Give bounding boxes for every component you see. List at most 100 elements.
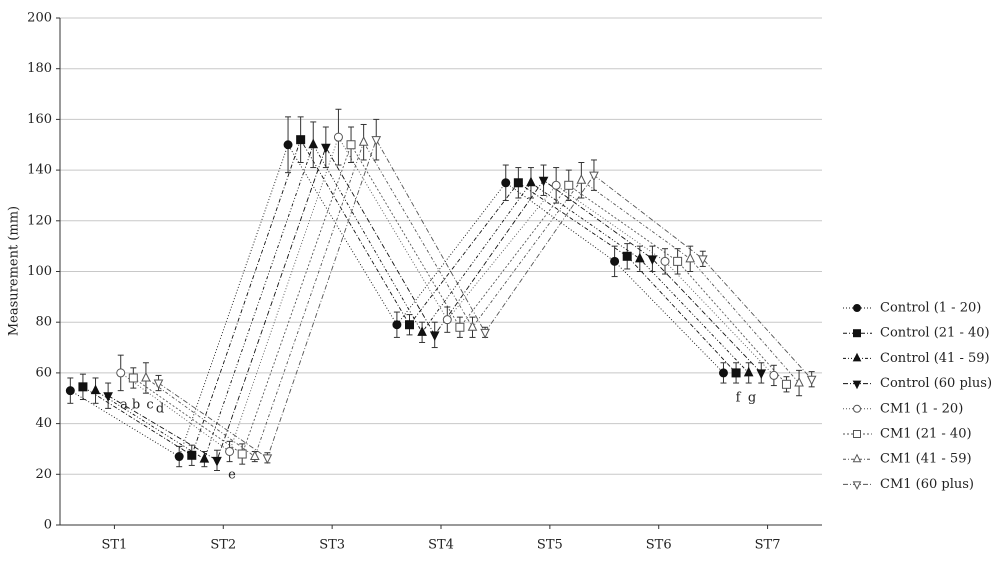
legend-label: Control (1 - 20) <box>880 301 981 316</box>
y-axis-label: Measurement (mm) <box>7 206 22 336</box>
data-point <box>283 140 293 150</box>
data-point <box>417 326 427 336</box>
legend-marker <box>853 430 861 438</box>
data-point <box>429 331 440 341</box>
data-point <box>199 452 210 463</box>
data-point <box>442 315 452 325</box>
data-point <box>647 255 658 265</box>
y-tick-label: 60 <box>35 365 52 380</box>
legend-marker <box>852 352 862 362</box>
annotation: c <box>146 398 153 413</box>
data-point <box>769 370 779 380</box>
y-tick-label: 160 <box>27 112 52 127</box>
data-point <box>455 322 465 332</box>
data-point <box>610 256 620 266</box>
data-point <box>116 368 126 378</box>
data-point <box>187 450 197 460</box>
legend-label: Control (21 - 40) <box>880 326 990 341</box>
data-point <box>513 178 523 188</box>
annotation: g <box>748 391 756 406</box>
series-line <box>133 143 787 455</box>
data-point <box>806 375 817 386</box>
data-point <box>551 180 561 190</box>
legend-marker <box>852 481 862 491</box>
x-tick-label: ST5 <box>537 538 563 553</box>
data-point <box>501 178 511 188</box>
x-tick-label: ST4 <box>428 538 454 553</box>
data-point <box>371 136 382 146</box>
legend-label: CM1 (1 - 20) <box>880 401 963 416</box>
data-point <box>212 456 222 467</box>
data-point <box>718 368 728 378</box>
data-point <box>698 255 708 265</box>
data-point <box>564 180 574 190</box>
legend-marker <box>852 380 862 390</box>
data-point <box>576 174 587 184</box>
data-point <box>405 320 414 330</box>
series-line <box>82 138 737 456</box>
y-tick-label: 80 <box>35 315 52 330</box>
x-tick-label: ST2 <box>210 538 236 553</box>
data-point <box>141 371 151 382</box>
data-point <box>308 138 319 149</box>
data-point <box>333 132 343 142</box>
series-line <box>120 136 775 453</box>
data-point <box>781 379 791 389</box>
data-point <box>237 449 247 459</box>
data-point <box>174 452 184 462</box>
data-point <box>90 384 101 395</box>
series-line <box>145 141 800 458</box>
data-point <box>78 382 88 392</box>
series-line <box>158 138 813 459</box>
annotation: f <box>736 391 742 406</box>
y-tick-label: 140 <box>27 163 52 178</box>
legend-marker <box>853 404 861 413</box>
data-point <box>103 392 113 402</box>
data-point <box>128 373 138 383</box>
legend-marker <box>853 329 861 338</box>
y-tick-label: 200 <box>27 11 52 26</box>
x-tick-label: ST6 <box>646 538 672 553</box>
y-tick-label: 0 <box>44 518 52 533</box>
data-point <box>526 176 536 187</box>
legend-label: Control (41 - 59) <box>880 351 990 366</box>
data-point <box>673 256 683 266</box>
legend-marker <box>852 453 862 463</box>
data-point <box>538 176 549 187</box>
data-point <box>358 136 369 146</box>
data-point <box>480 328 490 339</box>
data-point <box>756 369 767 380</box>
data-point <box>65 386 75 396</box>
x-tick-label: ST7 <box>755 538 781 553</box>
annotation: b <box>132 398 140 413</box>
y-tick-label: 40 <box>35 416 52 431</box>
data-point <box>635 252 645 263</box>
data-point <box>685 252 696 263</box>
data-point <box>794 376 804 387</box>
annotation: e <box>228 468 236 483</box>
data-point <box>660 256 670 266</box>
data-point <box>589 171 599 182</box>
annotation: a <box>120 398 128 413</box>
data-point <box>249 450 260 461</box>
legend-label: CM1 (60 plus) <box>880 477 974 492</box>
data-point <box>321 143 331 154</box>
data-point <box>225 446 235 456</box>
legend-label: CM1 (41 - 59) <box>880 452 972 467</box>
y-tick-label: 120 <box>27 213 52 228</box>
data-point <box>262 454 273 464</box>
data-point <box>392 320 402 330</box>
legend-marker <box>853 304 861 312</box>
series-line <box>70 143 724 458</box>
annotation: d <box>156 402 164 417</box>
data-point <box>346 140 356 150</box>
data-point <box>622 251 632 261</box>
x-tick-label: ST3 <box>319 538 345 553</box>
legend-label: Control (60 plus) <box>880 376 992 391</box>
y-tick-label: 100 <box>27 264 52 279</box>
y-tick-label: 180 <box>27 61 52 76</box>
data-point <box>296 135 306 145</box>
legend-label: CM1 (21 - 40) <box>880 427 972 442</box>
y-tick-label: 20 <box>35 467 52 482</box>
